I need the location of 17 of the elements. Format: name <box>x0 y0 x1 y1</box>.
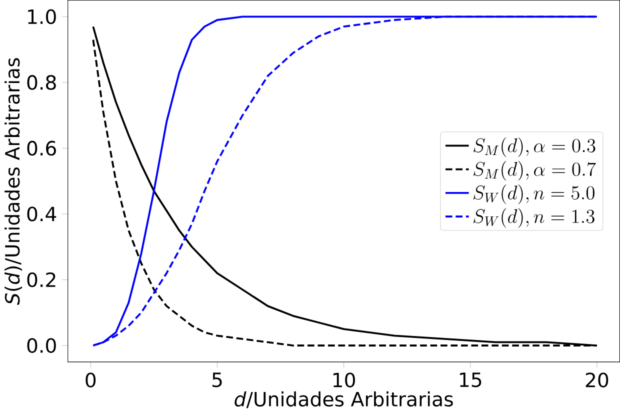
x-axis-title: d/Unidades Arbitrarias <box>234 392 453 408</box>
y-axis-title: S(d)/Unidades Arbitrarias <box>4 58 22 306</box>
x-tick-label: 5 <box>212 372 222 388</box>
y-tick-label: 0.8 <box>27 75 56 90</box>
x-tick-label: 15 <box>460 372 482 388</box>
legend-label: $S_W(d), n = 5.0$ <box>473 184 594 204</box>
legend-label: $S_M(d), \alpha = 0.7$ <box>473 161 596 181</box>
legend-label: $S_W(d), n = 1.3$ <box>473 208 594 228</box>
y-tick-label: 0.2 <box>27 272 56 288</box>
legend-label: $S_M(d), \alpha = 0.3$ <box>473 138 596 158</box>
y-tick-label: 0.6 <box>27 140 56 156</box>
x-tick-label: 10 <box>333 372 355 388</box>
y-tick-label: 1.0 <box>28 9 56 24</box>
x-tick-label: 20 <box>586 372 608 388</box>
y-tick-label: 0.0 <box>27 338 56 354</box>
x-tick-label: 0 <box>86 372 96 388</box>
y-tick-label: 0.4 <box>27 206 56 222</box>
